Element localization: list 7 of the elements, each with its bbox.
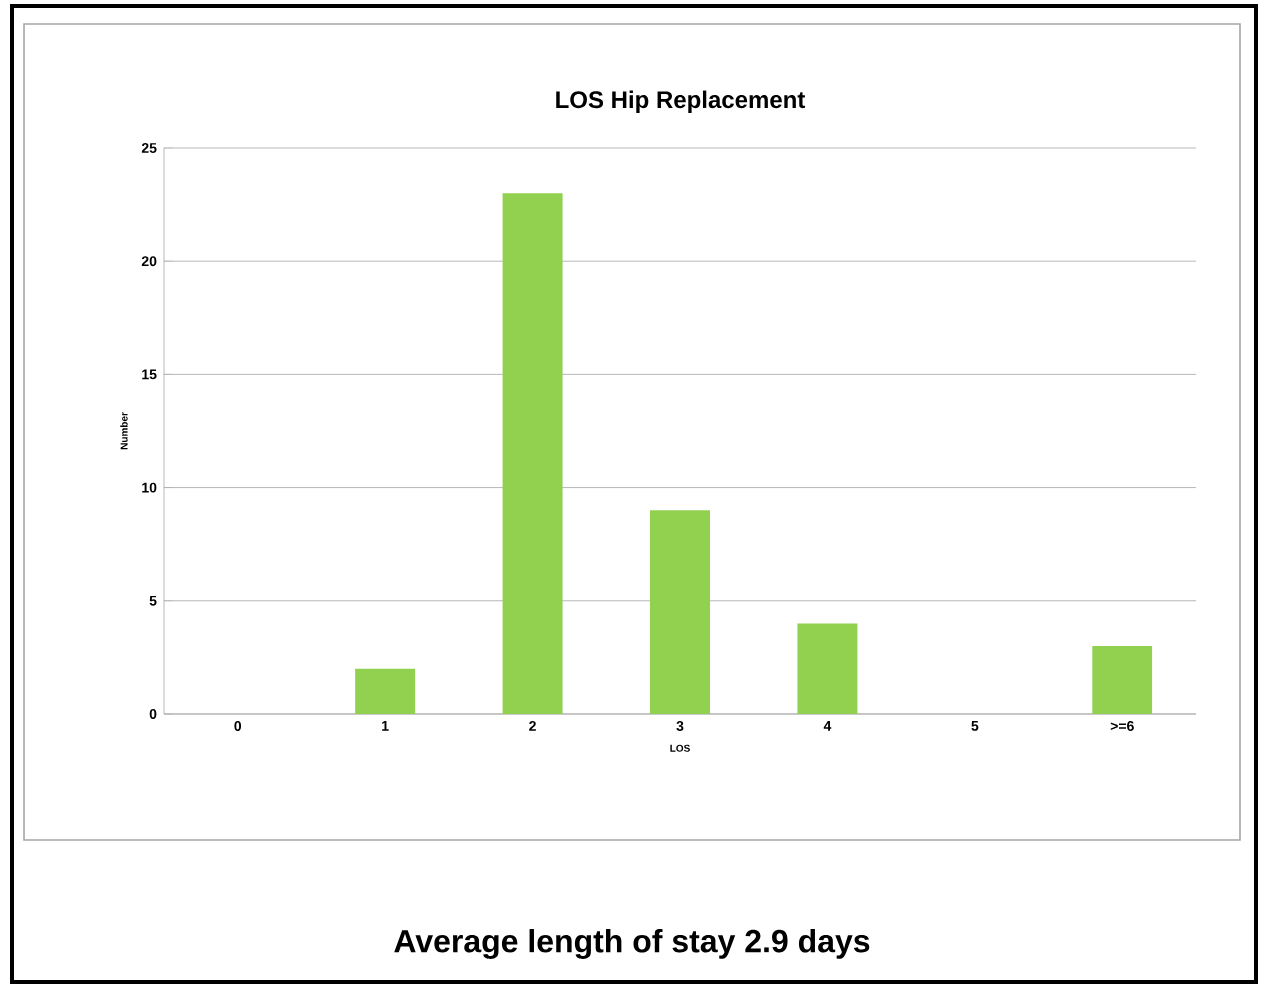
bar xyxy=(502,193,563,714)
bar xyxy=(650,510,710,714)
text: Average length of stay 2.9 days xyxy=(394,928,870,959)
bar xyxy=(1092,646,1153,714)
bar xyxy=(797,623,858,714)
bar xyxy=(355,668,416,714)
chart-title: LOS Hip Replacement xyxy=(556,90,806,113)
